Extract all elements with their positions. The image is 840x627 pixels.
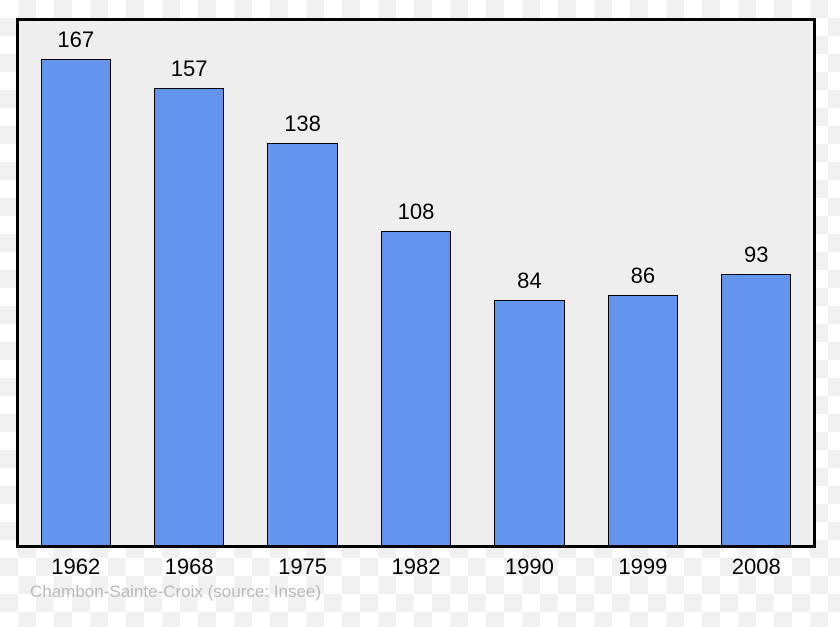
chart-canvas: 167157 138 108 848693 Chambon-Sainte-Croix … — [0, 0, 840, 627]
bar-value-label: 108 — [359, 199, 472, 225]
x-axis-label: 1999 — [586, 554, 699, 580]
x-axis-label: 1962 — [19, 554, 132, 580]
x-axis-label: 1990 — [473, 554, 586, 580]
bar — [608, 295, 678, 545]
bar — [154, 88, 224, 545]
bar — [721, 274, 791, 545]
bar — [494, 300, 564, 545]
bar-value-label: 86 — [586, 263, 699, 289]
x-axis-label: 2008 — [700, 554, 813, 580]
bar — [41, 59, 111, 545]
chart-caption: Chambon-Sainte-Croix (source: Insee) — [30, 582, 321, 602]
bar — [381, 231, 451, 545]
bar-value-label: 167 — [19, 27, 132, 53]
x-axis-label: 1968 — [132, 554, 245, 580]
bar-value-label: 138 — [246, 111, 359, 137]
bars-container: 167157 138 108 848693 — [19, 21, 813, 545]
plot-frame: 167157 138 108 848693 — [16, 18, 816, 548]
bar-value-label: 157 — [132, 56, 245, 82]
bar-value-label: 84 — [473, 268, 586, 294]
x-axis-label: 1982 — [359, 554, 472, 580]
x-axis-label: 1975 — [246, 554, 359, 580]
bar-value-label: 93 — [700, 242, 813, 268]
bar — [267, 143, 337, 545]
